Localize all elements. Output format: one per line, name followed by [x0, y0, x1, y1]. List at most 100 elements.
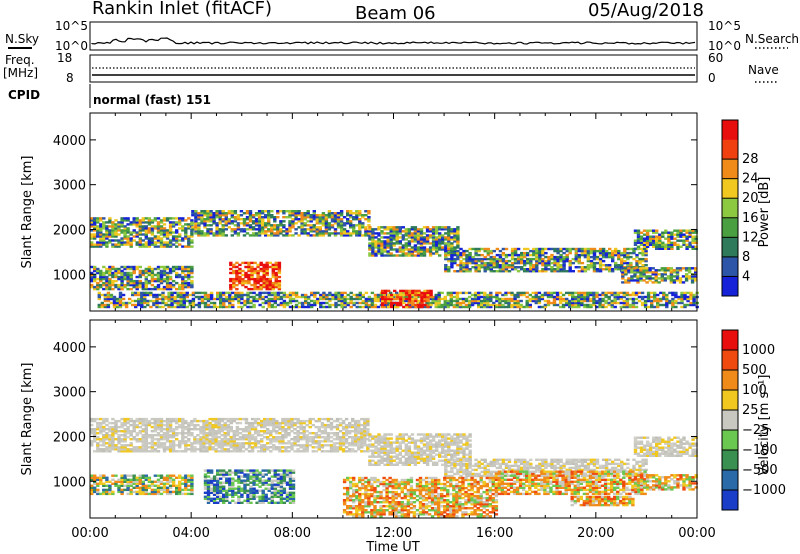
- data-cell: [556, 270, 560, 273]
- data-cell: [236, 224, 241, 227]
- data-cell: [634, 293, 639, 297]
- data-cell: [114, 428, 118, 431]
- data-cell: [422, 226, 427, 229]
- data-cell: [168, 239, 173, 242]
- data-cell: [307, 301, 311, 305]
- data-cell: [247, 444, 252, 447]
- data-cell: [208, 430, 212, 433]
- data-cell: [126, 243, 130, 246]
- data-cell: [688, 245, 692, 248]
- data-cell: [417, 299, 421, 303]
- data-cell: [138, 225, 142, 228]
- data-cell: [683, 303, 687, 307]
- data-cell: [226, 419, 230, 423]
- data-cell: [194, 226, 198, 229]
- data-cell: [358, 230, 362, 233]
- data-cell: [580, 301, 584, 305]
- data-cell: [235, 273, 239, 277]
- data-cell: [200, 214, 204, 217]
- data-cell: [456, 254, 460, 257]
- data-cell: [147, 273, 152, 277]
- data-cell: [277, 267, 282, 271]
- data-cell: [278, 446, 282, 449]
- data-cell: [510, 253, 515, 257]
- data-cell: [459, 253, 463, 257]
- data-cell: [550, 261, 554, 265]
- data-cell: [143, 299, 147, 303]
- data-cell: [190, 233, 194, 236]
- data-cell: [211, 425, 215, 429]
- data-cell: [135, 417, 139, 421]
- data-cell: [291, 299, 296, 303]
- data-cell: [386, 297, 391, 301]
- data-cell: [290, 444, 294, 447]
- data-cell: [134, 293, 138, 297]
- data-cell: [208, 448, 212, 451]
- data-cell: [217, 430, 221, 433]
- data-cell: [171, 223, 176, 226]
- data-cell: [135, 450, 139, 453]
- data-cell: [153, 225, 158, 228]
- data-cell: [171, 279, 176, 283]
- data-cell: [692, 301, 696, 305]
- data-cell: [607, 301, 611, 305]
- data-cell: [129, 434, 133, 437]
- data-cell: [293, 442, 297, 445]
- data-cell: [318, 216, 322, 219]
- data-cell: [642, 245, 647, 248]
- data-cell: [626, 255, 630, 259]
- data-cell: [444, 236, 448, 239]
- data-cell: [474, 261, 478, 265]
- data-cell: [577, 291, 581, 295]
- data-cell: [271, 285, 275, 289]
- data-cell: [181, 442, 185, 445]
- data-cell: [437, 305, 441, 309]
- data-cell: [532, 247, 536, 251]
- data-cell: [118, 293, 123, 297]
- data-cell: [247, 279, 251, 283]
- data-cell: [516, 295, 520, 299]
- data-cell: [246, 297, 250, 301]
- data-cell: [282, 210, 286, 213]
- data-cell: [274, 261, 278, 265]
- data-cell: [317, 446, 321, 449]
- data-cell: [274, 273, 278, 277]
- data-cell: [246, 295, 250, 299]
- data-cell: [574, 251, 578, 255]
- data-cell: [669, 275, 674, 278]
- data-cell: [197, 222, 201, 225]
- data-cell: [114, 229, 118, 232]
- power-data-cells: [90, 210, 699, 309]
- data-cell: [489, 266, 493, 269]
- data-cell: [265, 261, 269, 265]
- data-cell: [449, 291, 453, 295]
- data-cell: [105, 442, 109, 445]
- data-cell: [184, 237, 188, 240]
- data-cell: [310, 293, 314, 297]
- data-cell: [565, 270, 569, 273]
- data-cell: [611, 270, 615, 273]
- data-cell: [389, 252, 393, 255]
- data-cell: [385, 303, 390, 307]
- data-cell: [668, 299, 672, 303]
- data-cell: [114, 231, 118, 234]
- data-cell: [249, 299, 253, 303]
- data-cell: [547, 247, 551, 251]
- data-cell: [528, 305, 532, 309]
- data-cell: [268, 265, 272, 269]
- data-cell: [532, 257, 536, 261]
- data-cell: [595, 305, 599, 309]
- beam-title: Beam 06: [355, 3, 436, 24]
- data-cell: [165, 287, 170, 291]
- data-cell: [132, 281, 136, 285]
- data-cell: [272, 430, 276, 433]
- data-cell: [132, 217, 136, 220]
- data-cell: [248, 210, 253, 213]
- data-cell: [99, 241, 103, 244]
- data-cell: [486, 303, 490, 307]
- data-cell: [317, 440, 321, 443]
- data-cell: [262, 283, 266, 287]
- data-cell: [620, 261, 624, 265]
- data-cell: [516, 261, 521, 265]
- data-cell: [416, 254, 421, 257]
